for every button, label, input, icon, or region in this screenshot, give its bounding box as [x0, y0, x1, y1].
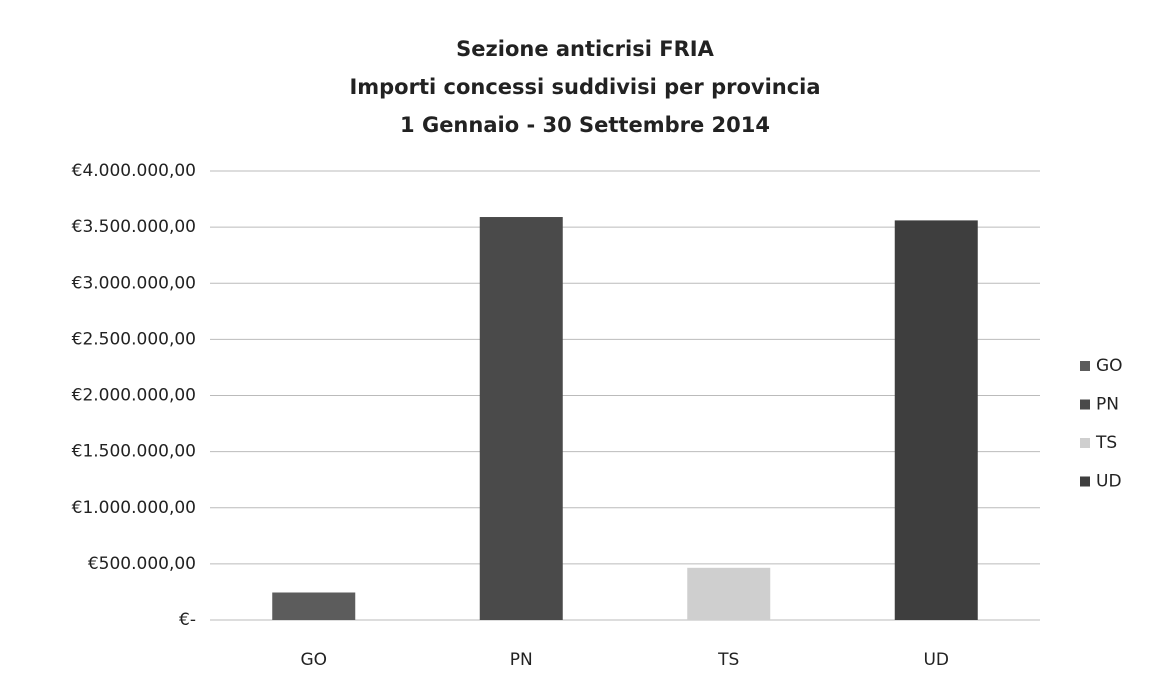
legend-label: PN	[1096, 395, 1119, 415]
chart-title: 1 Gennaio - 30 Settembre 2014	[400, 113, 770, 137]
legend-label: UD	[1096, 472, 1122, 492]
y-tick-label: €2.500.000,00	[72, 329, 196, 349]
y-tick-label: €1.500.000,00	[72, 442, 196, 462]
bar	[894, 220, 978, 620]
legend-swatch	[1080, 399, 1090, 410]
legend-swatch	[1080, 438, 1090, 448]
bar	[272, 592, 356, 620]
y-tick-label: €2.000.000,00	[72, 386, 196, 406]
bar	[479, 217, 563, 620]
y-tick-label: €1.000.000,00	[72, 498, 196, 518]
y-tick-label: €3.000.000,00	[72, 273, 196, 293]
y-tick-label: €-	[179, 610, 196, 630]
y-tick-label: €3.500.000,00	[72, 217, 196, 237]
y-tick-label: €4.000.000,00	[72, 161, 196, 181]
legend-label: GO	[1096, 356, 1123, 376]
x-tick-label: TS	[717, 650, 739, 670]
legend-swatch	[1080, 361, 1090, 371]
bar	[687, 567, 771, 620]
chart-title: Sezione anticrisi FRIA	[456, 37, 714, 61]
chart-title: Importi concessi suddivisi per provincia	[349, 75, 820, 99]
legend-swatch	[1080, 476, 1090, 487]
legend-label: TS	[1095, 433, 1117, 453]
x-tick-label: GO	[300, 650, 327, 670]
x-tick-label: UD	[923, 650, 949, 670]
x-tick-label: PN	[510, 650, 533, 670]
y-tick-label: €500.000,00	[88, 554, 196, 574]
